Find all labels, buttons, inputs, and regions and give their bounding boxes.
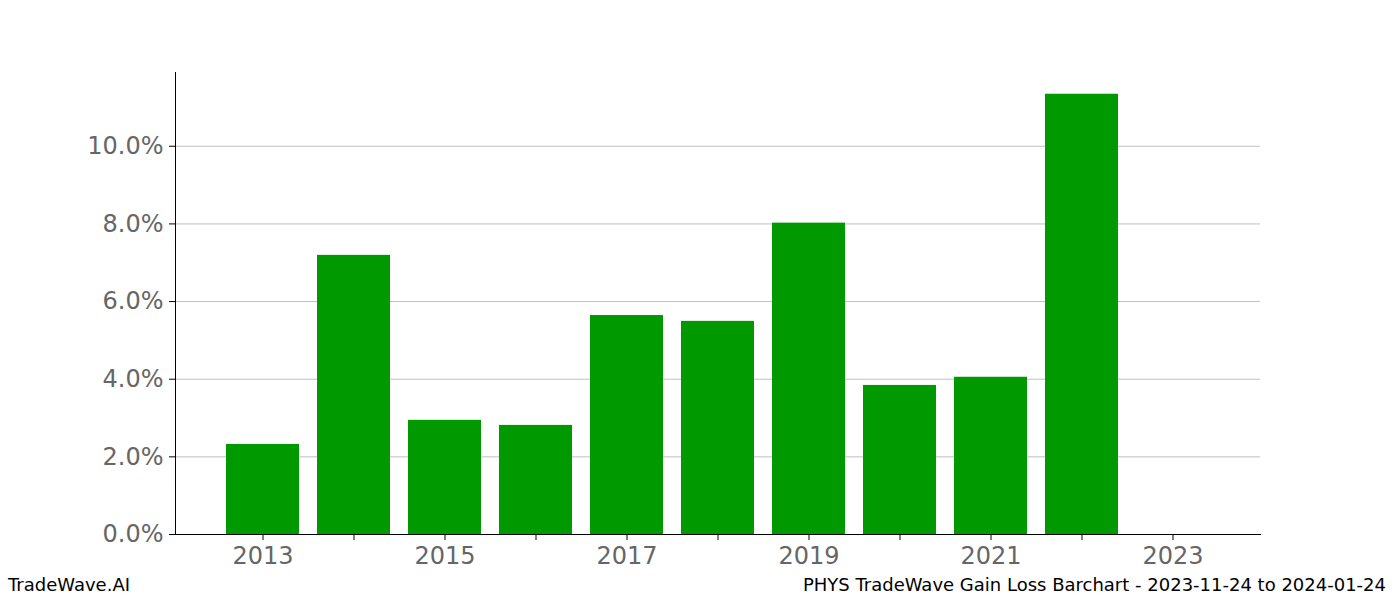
- svg-text:2013: 2013: [232, 542, 293, 570]
- html-text:PHYS TradeWave Gain Loss Barch: PHYS TradeWave Gain Loss Barchart - 2023…: [802, 574, 1386, 595]
- html-text:TradeWave.AI: TradeWave.AI: [8, 574, 130, 595]
- svg-text:2019: 2019: [778, 542, 839, 570]
- svg-text:2.0%: 2.0%: [103, 443, 164, 471]
- svg-text:2017: 2017: [596, 542, 657, 570]
- svg-text:4.0%: 4.0%: [103, 365, 164, 393]
- svg-text:2023: 2023: [1142, 542, 1203, 570]
- svg-text:0.0%: 0.0%: [103, 520, 164, 548]
- svg-text:2015: 2015: [414, 542, 475, 570]
- svg-text:6.0%: 6.0%: [103, 287, 164, 315]
- svg-text:8.0%: 8.0%: [103, 210, 164, 238]
- svg-text:10.0%: 10.0%: [87, 132, 163, 160]
- svg-text:2021: 2021: [960, 542, 1021, 570]
